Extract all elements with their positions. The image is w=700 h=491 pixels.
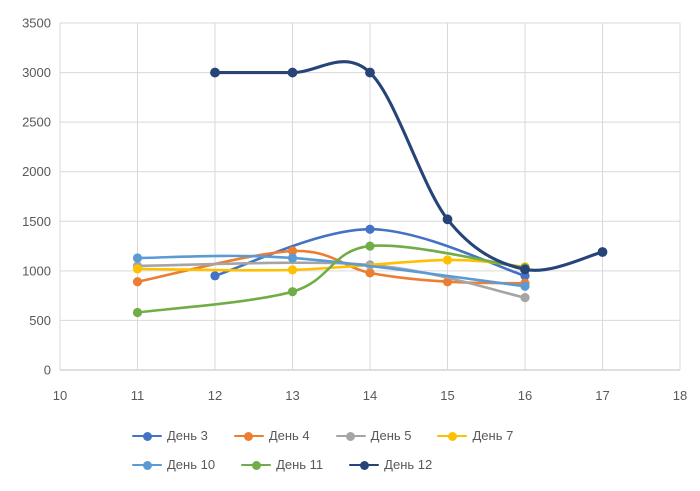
legend-dot-swatch xyxy=(142,431,152,441)
legend-item-day-7[interactable]: День 7 xyxy=(437,426,513,446)
x-axis-tick-label: 10 xyxy=(53,388,67,403)
y-axis-tick-label: 2000 xyxy=(22,164,51,179)
series-day-10[interactable] xyxy=(132,253,530,291)
legend-item-day-5[interactable]: День 5 xyxy=(335,426,412,446)
series-marker-day-11[interactable] xyxy=(287,287,298,297)
y-axis-tick-label: 500 xyxy=(29,313,51,328)
x-axis-tick-label: 12 xyxy=(208,388,222,403)
legend: День 3 День 4 День 5 День 7 День 10 День 11 Де… xyxy=(132,413,568,475)
series-marker-day-12[interactable] xyxy=(365,67,375,78)
legend-marker-icon xyxy=(335,431,366,441)
series-marker-day-7[interactable] xyxy=(442,255,453,265)
x-axis-tick-label: 11 xyxy=(131,388,145,403)
series-line-day-11[interactable] xyxy=(136,244,527,314)
series-marker-day-4[interactable] xyxy=(365,268,375,278)
legend-marker-icon xyxy=(132,460,162,470)
legend-dot-swatch xyxy=(251,460,261,470)
series-marker-day-12[interactable] xyxy=(442,214,453,225)
y-axis-tick-label: 3000 xyxy=(22,65,51,80)
series-marker-day-12[interactable] xyxy=(597,247,608,257)
legend-dot-swatch xyxy=(142,460,152,470)
series-marker-day-4[interactable] xyxy=(287,246,298,256)
series-marker-day-12[interactable] xyxy=(210,67,220,78)
series-marker-day-10[interactable] xyxy=(287,253,298,263)
x-axis-tick-label: 13 xyxy=(285,388,299,403)
legend-marker-icon xyxy=(349,460,380,470)
series-marker-day-11[interactable] xyxy=(132,307,143,318)
series-marker-day-3[interactable] xyxy=(365,224,375,234)
legend-label: День 11 xyxy=(276,457,324,472)
series-marker-day-10[interactable] xyxy=(132,253,143,263)
series-marker-day-12[interactable] xyxy=(520,264,530,275)
legend-item-day-11[interactable]: День 11 xyxy=(241,455,323,475)
series-line-day-10[interactable] xyxy=(136,254,527,288)
series-marker-day-11[interactable] xyxy=(365,241,375,251)
series-line-day-7[interactable] xyxy=(136,258,527,272)
series-day-12[interactable] xyxy=(210,60,608,275)
legend-marker-icon xyxy=(437,431,468,441)
series-marker-day-5[interactable] xyxy=(520,293,530,303)
legend-dot-swatch xyxy=(359,460,369,470)
series-marker-day-7[interactable] xyxy=(287,265,298,275)
legend-dot-swatch xyxy=(447,431,457,441)
line-chart: 0 500 1000 1500 2000 2500 3000 3500 10 11 12 13 14 15… xyxy=(22,16,687,404)
y-axis-tick-label: 1000 xyxy=(22,263,51,278)
legend-label: День 3 xyxy=(167,428,208,443)
legend-marker-icon xyxy=(241,460,272,470)
series-marker-day-3[interactable] xyxy=(210,271,220,281)
y-axis-tick-label: 2500 xyxy=(22,115,51,130)
x-axis-tick-label: 14 xyxy=(363,388,377,403)
legend-item-day-12[interactable]: День 12 xyxy=(349,455,432,475)
x-axis-tick-label: 18 xyxy=(673,388,687,403)
legend-marker-icon xyxy=(233,431,264,441)
legend-label: День 7 xyxy=(472,428,514,443)
series-marker-day-12[interactable] xyxy=(287,67,298,78)
legend-label: День 10 xyxy=(167,457,216,472)
legend-item-day-4[interactable]: День 4 xyxy=(233,426,310,446)
legend-label: День 12 xyxy=(384,457,433,472)
legend-dot-swatch xyxy=(346,431,356,441)
series-line-day-12[interactable] xyxy=(213,60,605,272)
axis-tick-labels: 0 500 1000 1500 2000 2500 3000 3500 10 11 12 13 14 15… xyxy=(22,16,687,404)
legend-item-day-3[interactable]: День 3 xyxy=(132,426,208,446)
series-marker-day-4[interactable] xyxy=(132,277,143,287)
legend-item-day-10[interactable]: День 10 xyxy=(132,455,215,475)
x-axis-tick-label: 15 xyxy=(440,388,454,403)
legend-dot-swatch xyxy=(244,431,254,441)
legend-label: День 4 xyxy=(268,428,310,443)
series-marker-day-7[interactable] xyxy=(132,264,143,274)
x-axis-tick-label: 16 xyxy=(518,388,532,403)
y-axis-tick-label: 0 xyxy=(44,363,51,378)
gridlines xyxy=(59,22,681,371)
legend-label: День 5 xyxy=(370,428,412,443)
x-axis-tick-label: 17 xyxy=(595,388,609,403)
y-axis-tick-label: 1500 xyxy=(22,214,51,229)
y-axis-tick-label: 3500 xyxy=(22,16,51,31)
legend-marker-icon xyxy=(132,431,162,441)
series-marker-day-10[interactable] xyxy=(520,281,530,291)
